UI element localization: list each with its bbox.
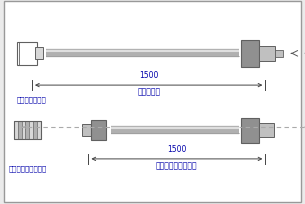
Text: 1500: 1500 xyxy=(167,144,187,153)
FancyBboxPatch shape xyxy=(37,121,41,140)
FancyBboxPatch shape xyxy=(14,121,18,140)
FancyBboxPatch shape xyxy=(17,43,37,65)
FancyBboxPatch shape xyxy=(18,121,22,140)
FancyBboxPatch shape xyxy=(259,46,274,62)
Text: 1500: 1500 xyxy=(139,71,158,80)
FancyBboxPatch shape xyxy=(259,123,274,138)
FancyBboxPatch shape xyxy=(241,41,259,67)
Text: 真空用中継コネクタ: 真空用中継コネクタ xyxy=(8,164,47,171)
FancyBboxPatch shape xyxy=(4,2,301,202)
FancyBboxPatch shape xyxy=(33,121,37,140)
FancyBboxPatch shape xyxy=(91,120,106,141)
FancyBboxPatch shape xyxy=(275,50,283,58)
FancyBboxPatch shape xyxy=(82,124,92,137)
Text: プローブ部: プローブ部 xyxy=(137,87,160,96)
FancyBboxPatch shape xyxy=(29,121,33,140)
FancyBboxPatch shape xyxy=(241,118,259,143)
Text: プローブ先端部: プローブ先端部 xyxy=(17,96,47,102)
FancyBboxPatch shape xyxy=(26,121,29,140)
FancyBboxPatch shape xyxy=(35,48,43,60)
Text: 外部中継ケーブル部: 外部中継ケーブル部 xyxy=(156,160,198,169)
FancyBboxPatch shape xyxy=(22,121,26,140)
